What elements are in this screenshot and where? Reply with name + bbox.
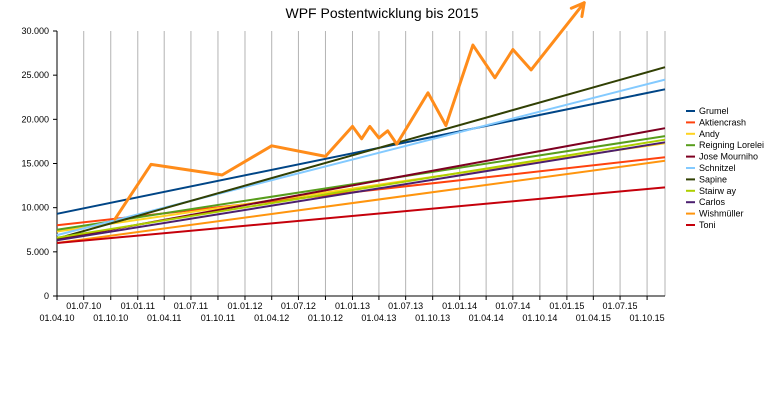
legend-label: Reigning Lorelei xyxy=(699,140,764,150)
legend-label: Toni xyxy=(699,220,716,230)
y-tick-label: 10.000 xyxy=(21,203,49,213)
legend-label: Carlos xyxy=(699,197,726,207)
legend-label: Aktiencrash xyxy=(699,117,746,127)
x-tick-label: 01.07.15 xyxy=(603,301,638,311)
x-tick-label: 01.01.15 xyxy=(549,301,584,311)
legend-label: Stairw ay xyxy=(699,186,737,196)
grid xyxy=(56,31,666,296)
x-tick-label: 01.10.15 xyxy=(630,313,665,323)
annotation-arrow-line xyxy=(113,1,586,221)
y-tick-label: 15.000 xyxy=(21,159,49,169)
legend-label: Wishmüller xyxy=(699,209,744,219)
x-tick-label: 01.10.11 xyxy=(201,313,235,323)
x-tick-label: 01.04.14 xyxy=(469,313,504,323)
series-group xyxy=(56,66,666,244)
x-tick-label: 01.10.14 xyxy=(522,313,557,323)
chart-title: WPF Postentwicklung bis 2015 xyxy=(286,5,479,21)
x-tick-label: 01.01.11 xyxy=(121,301,155,311)
series-line-carlos xyxy=(56,141,666,242)
x-tick-label: 01.07.13 xyxy=(388,301,423,311)
series-line-toni xyxy=(56,186,666,244)
x-tick-label: 01.10.12 xyxy=(308,313,343,323)
y-tick-label: 20.000 xyxy=(21,114,49,124)
x-tick-label: 01.04.11 xyxy=(147,313,181,323)
series-line-grumel xyxy=(56,88,666,215)
y-tick-label: 5.000 xyxy=(26,247,49,257)
y-tick-label: 0 xyxy=(44,291,49,301)
annotation-group xyxy=(113,1,586,221)
x-tick-label: 01.01.13 xyxy=(335,301,370,311)
x-tick-label: 01.10.10 xyxy=(93,313,128,323)
legend-label: Grumel xyxy=(699,106,729,116)
series-line-sapine xyxy=(56,66,666,240)
x-tick-label: 01.04.10 xyxy=(39,313,74,323)
x-tick-label: 01.04.15 xyxy=(576,313,611,323)
axes: 0 5.000 10.000 15.000 20.000 25.000 30.000 01.0… xyxy=(21,26,665,323)
legend-label: Schnitzel xyxy=(699,163,736,173)
x-tick-label: 01.04.12 xyxy=(254,313,289,323)
legend-label: Sapine xyxy=(699,174,727,184)
x-tick-label: 01.01.12 xyxy=(227,301,262,311)
annotation-arrowhead xyxy=(569,1,586,18)
x-tick-label: 01.07.14 xyxy=(495,301,530,311)
y-tick-label: 25.000 xyxy=(21,70,49,80)
x-tick-label: 01.04.13 xyxy=(361,313,396,323)
x-tick-label: 01.07.10 xyxy=(66,301,101,311)
x-tick-label: 01.07.11 xyxy=(174,301,208,311)
y-tick-label: 30.000 xyxy=(21,26,49,36)
series-line-wishm-ller xyxy=(56,159,666,244)
series-line-stairw-ay xyxy=(56,138,666,239)
x-tick-label: 01.07.12 xyxy=(281,301,316,311)
x-tick-label: 01.01.14 xyxy=(442,301,477,311)
x-tick-label: 01.10.13 xyxy=(415,313,450,323)
legend-label: Jose Mourniho xyxy=(699,152,758,162)
legend-label: Andy xyxy=(699,129,720,139)
